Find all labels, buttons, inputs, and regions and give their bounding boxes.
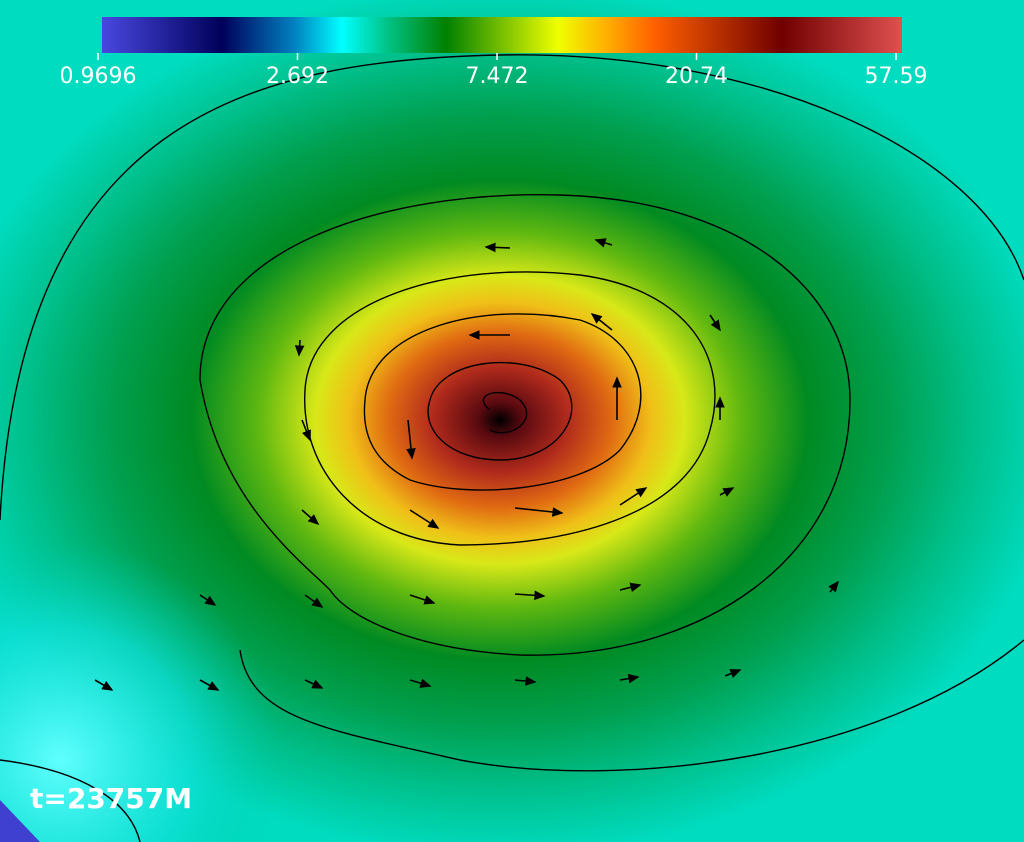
arrow [294, 339, 305, 357]
time-label: t=23757M [30, 782, 192, 815]
arrow [719, 487, 735, 497]
arrow [304, 594, 324, 608]
arrow [409, 678, 432, 688]
arrow [514, 590, 546, 601]
colorbar-tick-label: 57.59 [865, 64, 928, 89]
arrow [709, 314, 721, 332]
arrow [828, 580, 839, 593]
arrow [301, 509, 320, 526]
contours [0, 54, 1024, 842]
colorbar-tick-label: 0.9696 [60, 64, 137, 89]
arrow [406, 419, 416, 460]
arrow [514, 507, 564, 517]
contour [427, 361, 573, 461]
arrow [409, 509, 440, 529]
arrow [724, 669, 742, 679]
contour [239, 639, 1024, 772]
colorbar [102, 17, 902, 53]
arrow [619, 487, 648, 506]
arrow [94, 679, 114, 691]
contour [0, 759, 141, 842]
contour [482, 392, 528, 434]
contour [363, 313, 642, 491]
colorbar-tick-label: 7.472 [466, 64, 529, 89]
arrow [619, 582, 642, 592]
arrow [590, 313, 613, 331]
contour [0, 54, 1024, 521]
arrow [409, 594, 436, 605]
colorbar-ticks: 0.9696 2.692 7.472 20.74 57.59 [60, 53, 928, 89]
arrow [199, 594, 217, 606]
arrow [594, 238, 613, 248]
arrow [514, 676, 537, 686]
velocity-arrows [94, 238, 839, 691]
contour [304, 271, 716, 546]
colorbar-tick-label: 20.74 [665, 64, 728, 89]
colorbar-tick-label: 2.692 [266, 64, 329, 89]
arrow [619, 673, 640, 684]
arrow [484, 242, 511, 253]
arrow [199, 679, 220, 691]
corner-region [0, 800, 40, 842]
contour [199, 194, 851, 656]
arrow [301, 419, 311, 442]
arrow [304, 679, 324, 689]
